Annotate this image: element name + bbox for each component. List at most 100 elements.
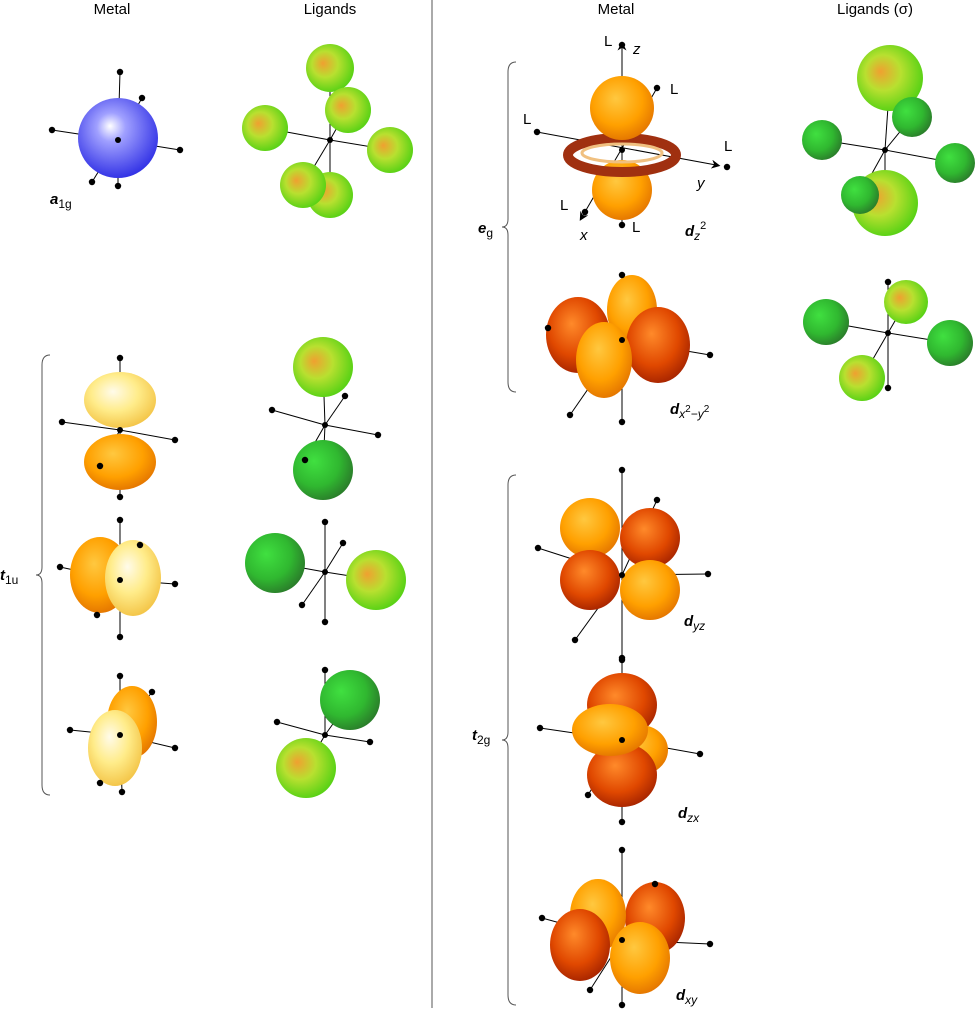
ligand-point <box>171 436 179 444</box>
column-header: Ligands (σ) <box>837 1 913 18</box>
lobe <box>280 162 326 208</box>
ligand-label: L <box>604 33 612 50</box>
lobe <box>367 127 413 173</box>
lobe <box>802 120 842 160</box>
ligand-point <box>374 431 382 439</box>
lobe <box>839 355 885 401</box>
axis-line <box>271 409 326 426</box>
lobe <box>550 909 610 981</box>
label-part: d <box>670 401 680 418</box>
center-point <box>327 137 333 143</box>
ligand-point <box>116 516 124 524</box>
lobe <box>325 87 371 133</box>
lobe <box>587 743 657 807</box>
label-part: zx <box>686 811 700 825</box>
label-part: xy <box>684 993 698 1007</box>
ligand-point <box>341 392 349 400</box>
lobe <box>346 550 406 610</box>
ligand-point <box>148 688 156 696</box>
axis-line <box>61 421 121 431</box>
lobe <box>857 45 923 111</box>
lobe <box>892 97 932 137</box>
ligand-point <box>618 271 626 279</box>
label-part: 1u <box>5 573 18 587</box>
ligand-point <box>653 496 661 504</box>
symmetry-label: t1u <box>0 567 18 587</box>
center-point <box>115 137 121 143</box>
axis-line <box>301 571 326 606</box>
ligand-point <box>533 128 541 136</box>
center-point <box>619 147 625 153</box>
torus-inner <box>580 142 664 164</box>
ligand-point <box>48 126 56 134</box>
center-point <box>117 732 123 738</box>
label-part: d <box>684 613 694 630</box>
ligand-point <box>696 750 704 758</box>
ligand-point <box>618 41 626 49</box>
center-point <box>322 732 328 738</box>
label-part: t <box>0 567 6 584</box>
ligand-point <box>884 278 892 286</box>
ligand-point <box>339 539 347 547</box>
axis-letter: x <box>579 227 588 244</box>
label-part: yz <box>692 619 705 633</box>
ligand-point <box>723 163 731 171</box>
orbital-label: dyz <box>684 613 705 633</box>
orbital-label: dzx <box>678 805 700 825</box>
label-part: 1g <box>58 197 71 211</box>
ligand-point <box>273 718 281 726</box>
orbital-label: dz2 <box>685 220 706 243</box>
label-part: d <box>678 805 688 822</box>
brace <box>501 474 517 1006</box>
axis-line <box>324 395 346 426</box>
label-part: a <box>50 191 58 208</box>
ligand-point <box>116 672 124 680</box>
symmetry-label: t2g <box>472 727 490 747</box>
lobe <box>560 498 620 558</box>
ligand-point <box>366 738 374 746</box>
ligand-point <box>618 221 626 229</box>
ligand-point <box>534 544 542 552</box>
label-part: 2g <box>477 733 490 747</box>
lobe <box>841 176 879 214</box>
axis-line <box>324 424 379 436</box>
center-point <box>885 330 891 336</box>
ligand-point <box>618 1001 626 1009</box>
center-point <box>117 427 123 433</box>
label-part: 2 <box>685 404 691 415</box>
lobe <box>626 307 690 383</box>
lobe <box>620 560 680 620</box>
symmetry-label: a1g <box>50 191 72 211</box>
lobe <box>293 337 353 397</box>
ligand-point <box>653 84 661 92</box>
center-point <box>322 422 328 428</box>
axis-letter: y <box>696 175 706 192</box>
lobe <box>88 710 142 786</box>
ligand-point <box>118 788 126 796</box>
column-header: Ligands <box>304 1 357 18</box>
ligand-point <box>116 633 124 641</box>
ligand-point <box>571 636 579 644</box>
label-part: g <box>486 226 493 240</box>
ligand-point <box>298 601 306 609</box>
axis-line <box>324 734 371 743</box>
ligand-point <box>618 466 626 474</box>
lobe <box>245 533 305 593</box>
lobe <box>560 550 620 610</box>
label-part: e <box>478 220 486 237</box>
ligand-point <box>651 880 659 888</box>
lobe <box>572 704 648 756</box>
ligand-point <box>618 656 626 664</box>
ligand-point <box>114 182 122 190</box>
ligand-point <box>321 618 329 626</box>
ligand-point <box>536 724 544 732</box>
ligand-point <box>66 726 74 734</box>
lobe <box>935 143 975 183</box>
ligand-point <box>301 456 309 464</box>
brace <box>501 61 517 393</box>
ligand-point <box>96 779 104 787</box>
ligand-point <box>116 493 124 501</box>
orbital-label: dx2−y2 <box>670 401 710 421</box>
label-part: d <box>676 987 686 1004</box>
label-part: x <box>678 407 686 421</box>
